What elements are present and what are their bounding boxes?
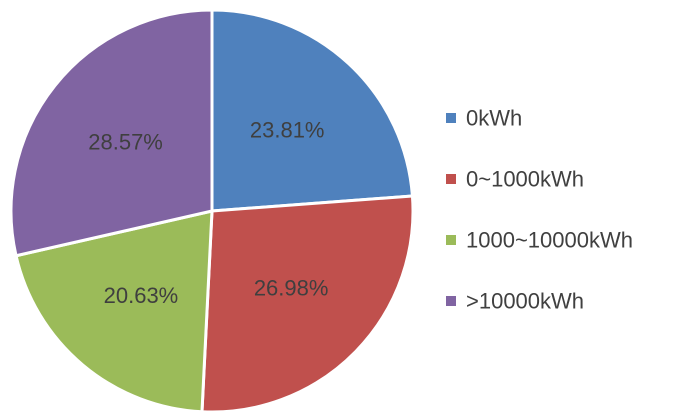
pie-slice-2: [14, 209, 214, 414]
data-label-2: 20.63%: [104, 283, 179, 308]
legend-label-1: 0~1000kWh: [466, 167, 584, 192]
data-label-0: 23.81%: [250, 117, 325, 142]
pie-slices: [9, 8, 415, 414]
legend-label-3: >10000kWh: [466, 289, 584, 314]
pie-data-labels: 23.81% 26.98% 20.63% 28.57%: [88, 117, 328, 308]
legend-label-2: 1000~10000kWh: [466, 228, 633, 253]
legend-label-0: 0kWh: [466, 106, 522, 131]
data-label-1: 26.98%: [254, 276, 329, 301]
pie-slice-1: [200, 194, 415, 414]
data-label-3: 28.57%: [88, 130, 163, 155]
legend: 0kWh 0~1000kWh 1000~10000kWh >10000kWh: [446, 106, 633, 314]
legend-swatch-2: [446, 235, 456, 245]
legend-swatch-0: [446, 113, 456, 123]
legend-swatch-1: [446, 174, 456, 184]
pie-slice-3: [9, 8, 214, 258]
pie-slice-0: [210, 8, 414, 213]
legend-swatch-3: [446, 296, 456, 306]
